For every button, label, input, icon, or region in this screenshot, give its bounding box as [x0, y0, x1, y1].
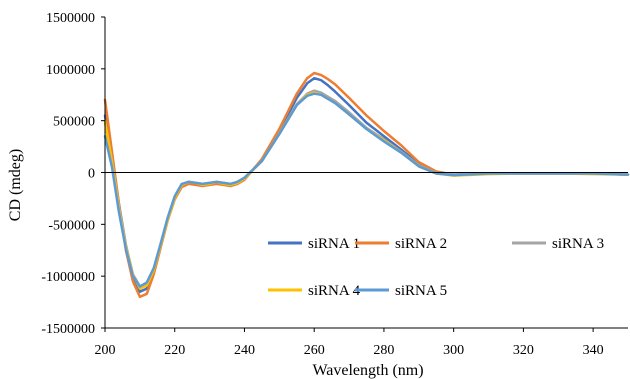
x-tick-label: 200	[95, 343, 116, 358]
series-line-5	[103, 92, 630, 288]
y-tick-label: 1000000	[46, 63, 95, 78]
y-axis-title: CD (mdeg)	[7, 149, 24, 221]
legend-label-5: siRNA 5	[395, 283, 447, 299]
legend: siRNA 1 siRNA 2 siRNA 3 siRNA 4 siRNA 5	[268, 236, 604, 299]
y-tick-label: 500000	[53, 115, 95, 130]
y-tick-label: -1000000	[41, 270, 95, 285]
y-tick-label: -1500000	[41, 322, 95, 337]
x-axis-title: Wavelength (nm)	[312, 362, 423, 379]
x-tick-label: 280	[373, 343, 394, 358]
legend-label-4: siRNA 4	[308, 283, 361, 299]
series-line-3	[103, 89, 630, 288]
x-tick-label: 320	[513, 343, 534, 358]
x-tick-label: 340	[583, 343, 604, 358]
legend-label-1: siRNA 1	[308, 236, 360, 252]
y-tick-label: 0	[88, 167, 95, 182]
y-tick-label: -500000	[48, 218, 95, 233]
x-tick-label: 220	[164, 343, 185, 358]
x-tick-label: 300	[443, 343, 464, 358]
x-tick-label: 240	[234, 343, 255, 358]
y-tick-label: 1500000	[46, 11, 95, 26]
plot-area	[103, 71, 630, 299]
legend-label-3: siRNA 3	[552, 236, 604, 252]
legend-label-2: siRNA 2	[395, 236, 447, 252]
x-tick-label: 260	[304, 343, 325, 358]
axes: -1500000 -1000000 -500000 0 500000 1000000 150…	[41, 11, 628, 358]
